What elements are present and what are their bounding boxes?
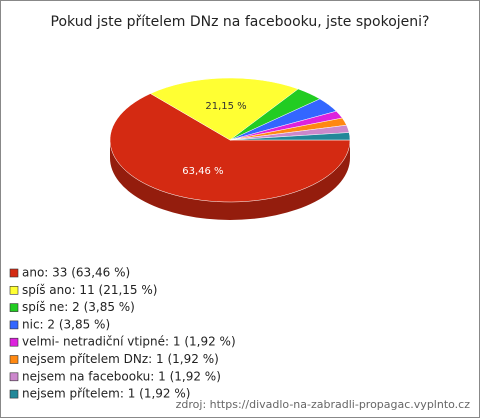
slice [149, 77, 299, 141]
legend-label: ano: 33 (63,46 %) [22, 266, 130, 280]
legend-swatch [9, 355, 19, 364]
data-label: 63,46 % [182, 166, 223, 177]
legend-label: nejsem přítelem DNz: 1 (1,92 %) [22, 352, 219, 366]
source: zdroj: https://divadlo-na-zabradli-propa… [176, 398, 471, 411]
slice [109, 93, 351, 203]
legend-label: nejsem na facebooku: 1 (1,92 %) [22, 369, 221, 383]
legend-swatch [9, 337, 19, 347]
legend-label: nic: 2 (3,85 %) [22, 317, 110, 331]
legend-swatch [9, 372, 19, 382]
legend-swatch [9, 303, 19, 312]
legend-label: nejsem přítelem: 1 (1,92 %) [22, 387, 190, 401]
legend-label: spíš ano: 11 (21,15 %) [22, 283, 157, 297]
legend-swatch [9, 268, 19, 278]
legend-swatch [9, 389, 19, 399]
legend-label: spíš ne: 2 (3,85 %) [22, 300, 135, 314]
chart-title: Pokud jste přítelem DNz na facebooku, js… [51, 14, 430, 30]
slice-side [110, 140, 350, 220]
legend-label: velmi- netradiční vtipné: 1 (1,92 %) [22, 335, 236, 349]
legend-swatch [9, 285, 19, 295]
data-label: 21,15 % [205, 101, 246, 112]
legend-swatch [9, 320, 19, 330]
slice [229, 132, 351, 141]
